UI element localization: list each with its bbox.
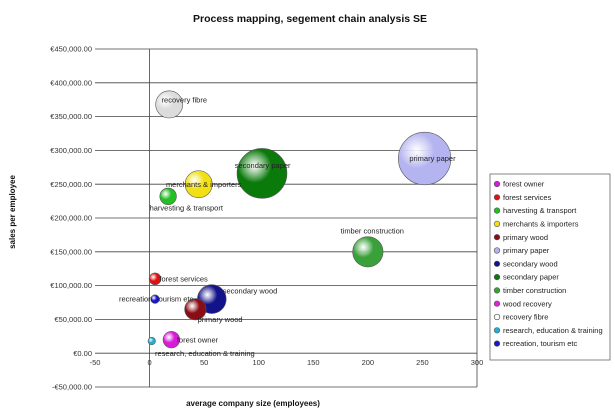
data-label: recreation, tourism etc [119,295,193,304]
y-tick-label: €450,000.00 [50,45,92,54]
bubble-timber-construction [352,236,384,268]
bubble-recreation-tourism-etc [150,294,160,304]
y-tick-label: €0.00 [73,349,92,358]
legend-label: primary paper [503,246,550,255]
legend: forest owner forest services harvesting & … [489,173,611,361]
legend-marker [493,207,501,214]
legend-label: merchants & importers [503,220,579,229]
legend-marker [493,327,501,334]
y-tick-label: €350,000.00 [50,112,92,121]
x-tick-label: 50 [200,358,208,367]
data-label: forest owner [177,335,219,344]
gridlines [95,48,478,388]
bubble-merchants-importers [184,170,213,199]
data-labels: forest owner forest services harvesting & … [119,95,456,358]
legend-label: harvesting & transport [503,206,577,215]
y-tick-label: €150,000.00 [50,247,92,256]
bubble-research-education-training [147,337,156,346]
legend-label: secondary paper [503,273,559,282]
x-tick-label: -50 [90,358,101,367]
bubble-primary-wood [184,298,207,321]
legend-label: forest owner [503,180,545,189]
legend-marker [493,260,501,267]
legend-label: research, education & training [503,326,603,335]
legend-label: wood recovery [502,299,552,308]
legend-marker [493,274,501,281]
chart-title: Process mapping, segement chain analysis… [193,13,427,25]
x-tick-label: 0 [147,358,151,367]
legend-marker [493,194,501,201]
data-label: primary paper [409,154,456,163]
bubble-secondary-paper [236,148,288,199]
y-tick-label: €50,000.00 [54,315,92,324]
legend-marker [493,300,501,307]
legend-label: timber construction [503,286,566,295]
legend-marker [493,340,501,347]
x-tick-label: 100 [252,358,265,367]
x-tick-label: 300 [471,358,484,367]
data-label: secondary wood [223,287,278,296]
bubble-harvesting-transport [159,187,177,205]
legend-marker [493,220,501,227]
legend-label: recreation, tourism etc [503,339,577,348]
data-label: secondary paper [235,161,291,170]
x-tick-label: 150 [307,358,320,367]
data-label: merchants & importers [166,180,242,189]
data-label: timber construction [341,226,404,235]
bubbles [147,90,452,349]
legend-marker [493,180,501,188]
data-label: harvesting & transport [150,203,224,212]
legend-marker [493,313,501,321]
bubble-primary-paper [398,131,452,186]
y-tick-label: €100,000.00 [50,281,92,290]
x-tick-label: 250 [416,358,429,367]
bubble-recovery-fibre [155,90,184,119]
legend-label: forest services [503,193,552,202]
legend-box [489,173,611,361]
legend-marker [493,287,501,294]
y-tick-label: €250,000.00 [50,180,92,189]
legend-label: primary wood [503,233,548,242]
legend-label: recovery fibre [503,313,548,322]
data-label: research, education & training [155,349,255,358]
y-tick-label: -€50,000.00 [52,383,92,392]
data-label: recovery fibre [162,95,207,104]
bubble-forest-services [148,272,162,286]
x-axis-title: average company size (employees) [186,399,320,408]
data-label: primary wood [198,315,243,324]
legend-marker [493,234,501,241]
y-tick-label: €400,000.00 [50,78,92,87]
y-axis-title: sales per employee [8,175,17,249]
legend-marker [493,247,501,254]
x-tick-label: 200 [362,358,375,367]
axes: -€50,000.00 €0.00 €50,000.00 €100,000.00 €15… [50,45,483,392]
legend-label: secondary wood [503,259,558,268]
data-label: forest services [159,274,208,283]
y-tick-label: €300,000.00 [50,146,92,155]
y-tick-label: €200,000.00 [50,214,92,223]
bubble-forest-owner [162,331,181,349]
